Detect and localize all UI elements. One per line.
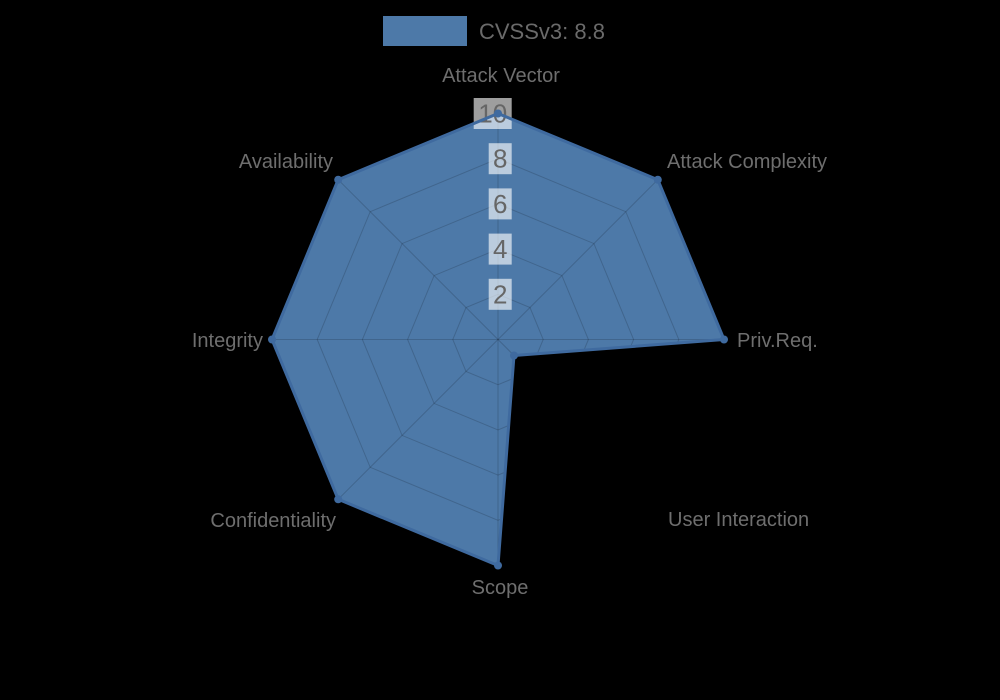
data-point-scope[interactable] [494, 561, 502, 570]
axis-label-scope: Scope [472, 577, 529, 599]
grid-ring-8 [316, 158, 680, 521]
axis-label-priv-req: Priv.Req. [737, 330, 818, 352]
data-point-attack-complexity[interactable] [653, 175, 662, 184]
tick-backdrop-2 [488, 278, 512, 310]
tick-label-6: 6 [493, 189, 507, 219]
axis-label-attack-complexity: Attack Complexity [667, 151, 827, 173]
axis-label-confidentiality: Confidentiality [210, 510, 336, 532]
legend-label[interactable]: CVSSv3: 8.8 [479, 19, 605, 44]
data-point-attack-vector[interactable] [494, 109, 502, 118]
tick-label-10: 10 [478, 99, 507, 129]
axis-label-availability: Availability [239, 151, 333, 173]
data-point-confidentiality[interactable] [334, 495, 343, 504]
angle-line-availability [337, 179, 499, 340]
angle-line-attack-complexity [497, 179, 659, 340]
chart-legend: CVSSv3: 8.8 [383, 16, 605, 46]
tick-label-2: 2 [493, 279, 507, 309]
data-point-availability[interactable] [334, 175, 343, 184]
grid-ring-4 [407, 248, 589, 431]
angle-line-user-interaction [497, 339, 659, 500]
radial-tick-labels: 2 4 6 8 10 [473, 98, 512, 310]
data-point-priv-req[interactable] [720, 335, 728, 344]
axis-label-user-interaction: User Interaction [668, 509, 809, 531]
legend-swatch[interactable] [383, 16, 467, 46]
data-point-user-interaction[interactable] [510, 351, 518, 360]
grid-ring-2 [452, 293, 544, 386]
tick-backdrop-6 [488, 188, 512, 220]
tick-backdrop-10 [473, 98, 512, 129]
tick-label-8: 8 [493, 144, 507, 174]
axis-label-integrity: Integrity [192, 330, 263, 352]
radar-fill-layer [272, 113, 724, 566]
tick-backdrop-4 [488, 233, 512, 265]
data-point-integrity[interactable] [268, 335, 276, 344]
radar-series-layer [268, 109, 728, 570]
tick-label-4: 4 [493, 234, 507, 264]
angle-line-confidentiality [337, 339, 499, 500]
tick-backdrop-8 [488, 143, 512, 175]
grid-ring-6 [361, 203, 635, 476]
data-polygon-fill [272, 113, 724, 566]
axis-label-attack-vector: Attack Vector [442, 65, 560, 87]
axis-labels-layer: Attack Vector Attack Complexity Priv.Req. U… [192, 65, 827, 599]
